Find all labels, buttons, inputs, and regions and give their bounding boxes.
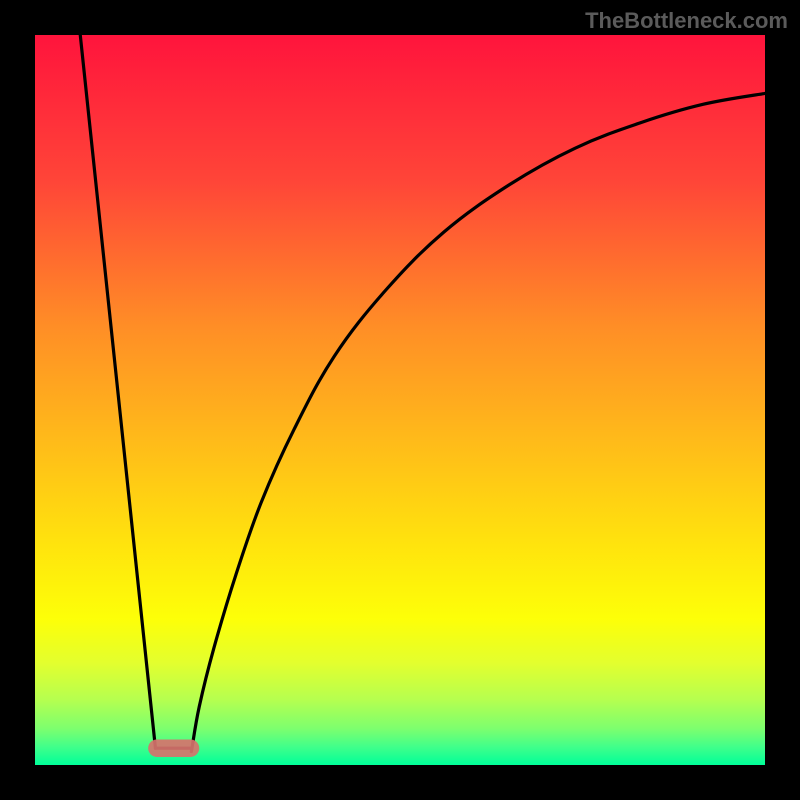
valley-marker — [148, 739, 199, 757]
plot-area — [35, 35, 765, 765]
chart-container: TheBottleneck.com — [0, 0, 800, 800]
watermark-text: TheBottleneck.com — [585, 8, 788, 34]
